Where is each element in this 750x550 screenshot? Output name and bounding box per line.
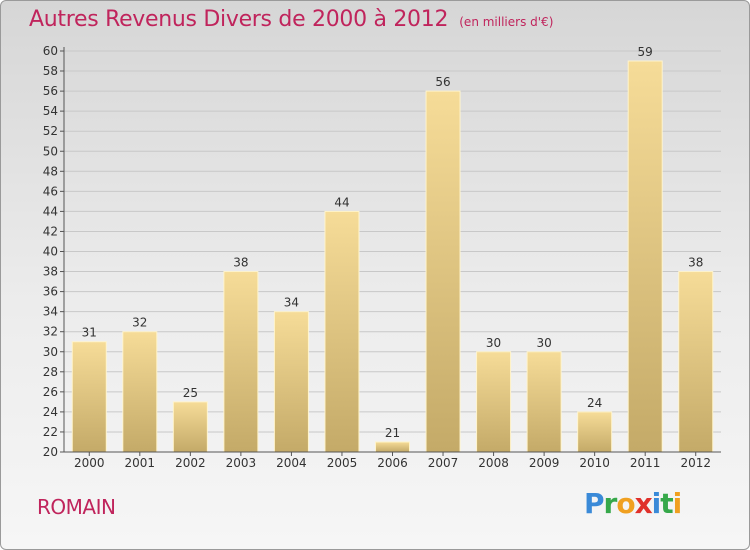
title-block: Autres Revenus Divers de 2000 à 2012 (en… — [29, 7, 553, 32]
y-tick-label: 52 — [43, 124, 58, 138]
y-tick-label: 50 — [43, 144, 58, 158]
y-tick-label: 38 — [43, 265, 58, 279]
bar-value-label: 21 — [385, 426, 400, 440]
x-tick-label: 2010 — [579, 456, 610, 470]
bar-value-label: 38 — [233, 256, 248, 270]
y-tick-label: 26 — [43, 385, 58, 399]
y-tick-label: 48 — [43, 164, 58, 178]
bar-value-label: 30 — [486, 336, 501, 350]
commune-name: ROMAIN — [37, 495, 116, 519]
y-tick-label: 56 — [43, 84, 58, 98]
y-tick-label: 20 — [43, 445, 58, 459]
bar — [577, 411, 613, 453]
bar-value-label: 44 — [334, 195, 349, 209]
bar — [223, 271, 259, 453]
y-tick-label: 34 — [43, 305, 58, 319]
proxiti-logo[interactable]: Proxiti — [584, 487, 682, 520]
x-tick-label: 2003 — [226, 456, 257, 470]
x-tick-label: 2004 — [276, 456, 307, 470]
bar-value-label: 25 — [183, 386, 198, 400]
y-tick-label: 22 — [43, 425, 58, 439]
y-tick-label: 54 — [43, 104, 58, 118]
y-tick-label: 58 — [43, 64, 58, 78]
bar-value-label: 34 — [284, 296, 299, 310]
bar — [476, 351, 512, 453]
y-tick-label: 24 — [43, 405, 58, 419]
y-tick-label: 32 — [43, 325, 58, 339]
y-tick-label: 44 — [43, 204, 58, 218]
bar — [678, 271, 714, 453]
y-tick-label: 46 — [43, 184, 58, 198]
gridlines — [64, 50, 721, 453]
x-tick-label: 2000 — [74, 456, 105, 470]
x-tick-label: 2009 — [529, 456, 560, 470]
x-tick-label: 2012 — [680, 456, 711, 470]
axes: 20 22 24 26 28 30 32 34 36 38 40 42 44 46 48 50 52 54 56 58… — [43, 44, 721, 470]
bar-value-label: 38 — [688, 256, 703, 270]
bar-value-label: 32 — [132, 316, 147, 330]
x-tick-label: 2011 — [630, 456, 661, 470]
bar-value-label: 24 — [587, 396, 602, 410]
chart-unit: (en milliers d'€) — [459, 15, 554, 29]
bar — [122, 331, 158, 453]
x-tick-label: 2005 — [327, 456, 358, 470]
bar-value-label: 56 — [435, 75, 450, 89]
bar — [172, 401, 208, 453]
bar — [526, 351, 562, 453]
y-tick-label: 36 — [43, 285, 58, 299]
bar — [627, 60, 663, 453]
y-tick-label: 42 — [43, 224, 58, 238]
bars: 31 32 25 38 34 44 21 56 30 30 24 59 38 — [71, 45, 714, 453]
x-tick-label: 2002 — [175, 456, 206, 470]
bar — [375, 441, 410, 453]
y-tick-label: 30 — [43, 345, 58, 359]
x-tick-label: 2007 — [428, 456, 459, 470]
bar-value-label: 31 — [82, 326, 97, 340]
x-tick-label: 2006 — [377, 456, 408, 470]
x-tick-label: 2001 — [125, 456, 156, 470]
bar — [71, 341, 107, 453]
bar — [425, 90, 461, 453]
chart-title: Autres Revenus Divers de 2000 à 2012 — [29, 7, 449, 32]
x-tick-label: 2008 — [478, 456, 509, 470]
y-tick-label: 60 — [43, 44, 58, 58]
bar-value-label: 59 — [638, 45, 653, 59]
bar-value-label: 30 — [536, 336, 551, 350]
bar — [324, 210, 360, 453]
y-tick-label: 40 — [43, 245, 58, 259]
y-tick-label: 28 — [43, 365, 58, 379]
bar — [273, 311, 309, 453]
